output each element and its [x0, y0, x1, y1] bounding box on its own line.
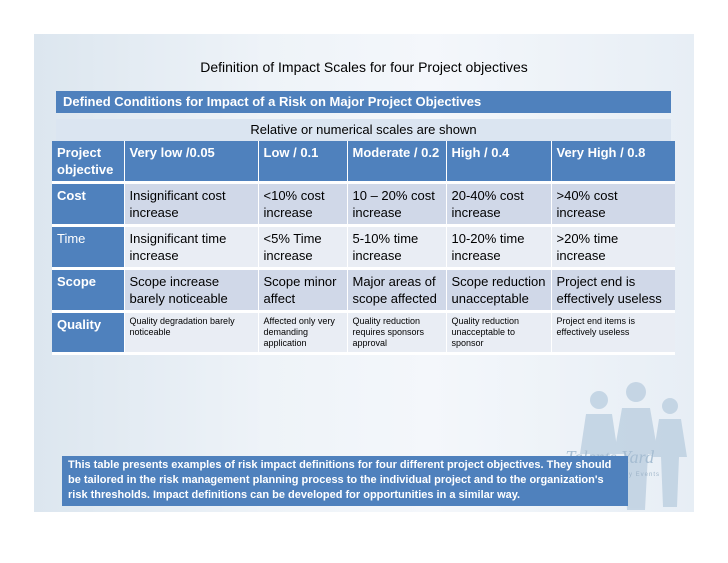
table-cell: Quality degradation barely noticeable — [124, 311, 259, 355]
table-cell: Quality reduction requires sponsors appr… — [347, 311, 447, 355]
table-cell: Insignificant cost increase — [124, 182, 259, 227]
row-header: Quality — [52, 311, 125, 355]
table-cell: Affected only very demanding application — [258, 311, 348, 355]
table-cell: <5% Time increase — [258, 225, 348, 270]
table-cell: Quality reduction unacceptable to sponso… — [446, 311, 552, 355]
table-cell: Scope reduction unacceptable — [446, 268, 552, 313]
row-header: Cost — [52, 182, 125, 227]
table-cell: Major areas of scope affected — [347, 268, 447, 313]
table-row-cost: Cost Insignificant cost increase <10% co… — [52, 182, 675, 227]
sub-header-bar: Relative or numerical scales are shown — [56, 119, 671, 141]
column-header: Very low /0.05 — [124, 141, 259, 184]
row-header: Time — [52, 225, 125, 270]
row-header: Scope — [52, 268, 125, 313]
table-cell: >40% cost increase — [551, 182, 675, 227]
column-header: Project objective — [52, 141, 125, 184]
column-header: Very High / 0.8 — [551, 141, 675, 184]
column-header: Low / 0.1 — [258, 141, 348, 184]
table-cell: 20-40% cost increase — [446, 182, 552, 227]
table-cell: Insignificant time increase — [124, 225, 259, 270]
table-cell: 5-10% time increase — [347, 225, 447, 270]
table-cell: 10-20% time increase — [446, 225, 552, 270]
impact-scale-table: Project objective Very low /0.05 Low / 0… — [52, 141, 675, 355]
table-cell: Project end items is effectively useless — [551, 311, 675, 355]
header-bar: Defined Conditions for Impact of a Risk … — [56, 91, 671, 113]
table-cell: Scope minor affect — [258, 268, 348, 313]
table-row-time: Time Insignificant time increase <5% Tim… — [52, 225, 675, 270]
column-header: High / 0.4 — [446, 141, 552, 184]
table-cell: <10% cost increase — [258, 182, 348, 227]
table-row-quality: Quality Quality degradation barely notic… — [52, 311, 675, 355]
slide: Talents Yard Training Consultancy Events… — [34, 34, 694, 512]
table-header-row: Project objective Very low /0.05 Low / 0… — [52, 141, 675, 184]
table-cell: Scope increase barely noticeable — [124, 268, 259, 313]
column-header: Moderate / 0.2 — [347, 141, 447, 184]
table-cell: 10 – 20% cost increase — [347, 182, 447, 227]
footnote-box: This table presents examples of risk imp… — [62, 456, 628, 506]
slide-title: Definition of Impact Scales for four Pro… — [200, 59, 528, 75]
table-cell: >20% time increase — [551, 225, 675, 270]
table-row-scope: Scope Scope increase barely noticeable S… — [52, 268, 675, 313]
table-cell: Project end is effectively useless — [551, 268, 675, 313]
